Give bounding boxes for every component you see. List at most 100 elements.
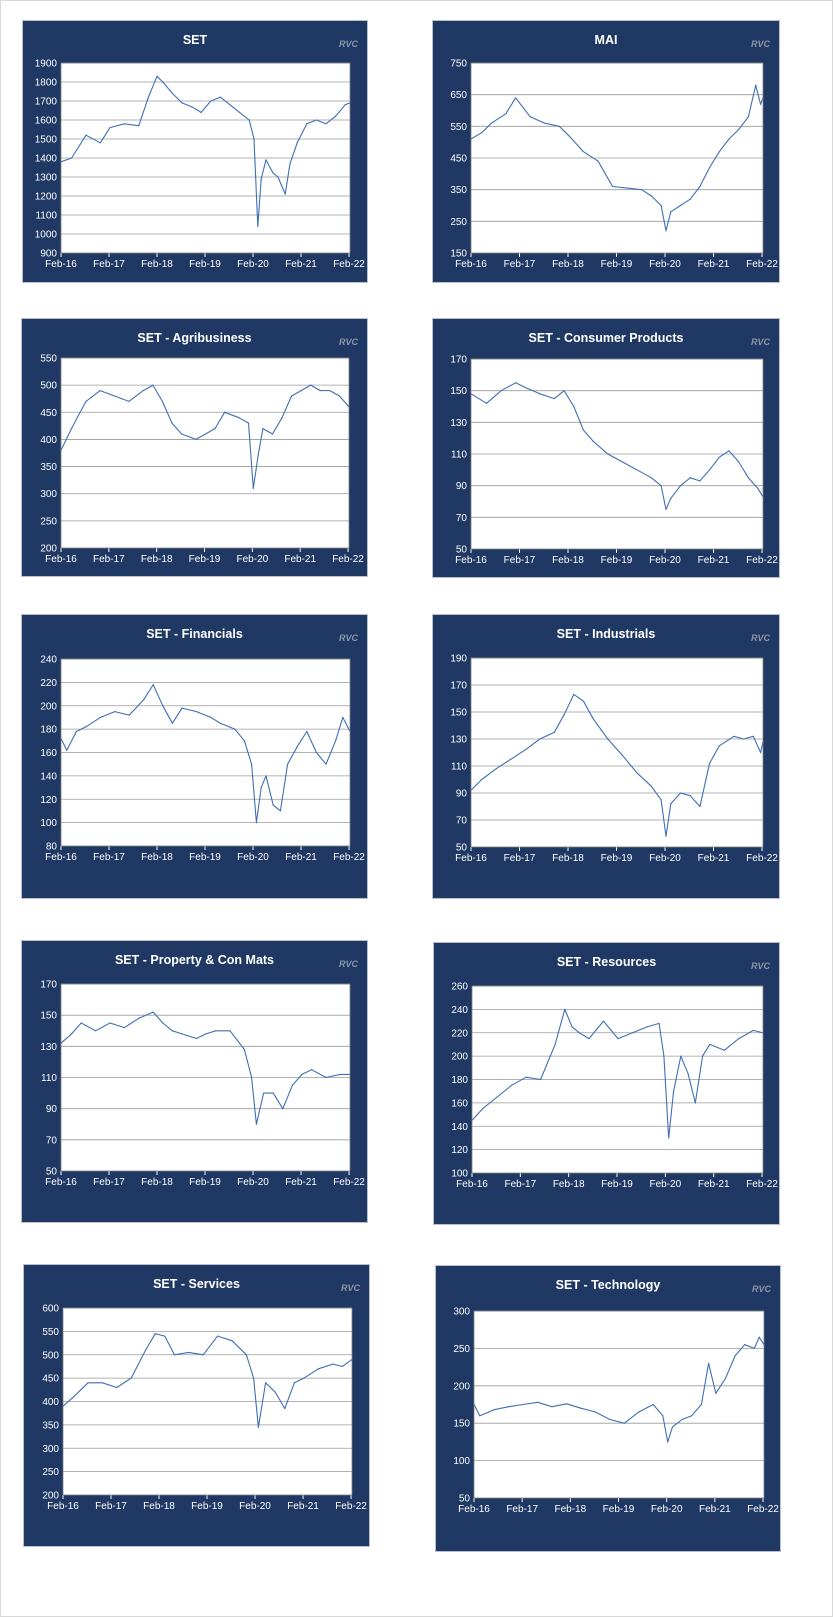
plot-area bbox=[61, 358, 349, 548]
data-point bbox=[568, 135, 570, 137]
x-tick-label: Feb-20 bbox=[650, 1179, 682, 1190]
x-tick-label: Feb-21 bbox=[284, 554, 316, 565]
data-point bbox=[257, 225, 259, 227]
data-point bbox=[315, 119, 317, 121]
data-point bbox=[658, 1022, 660, 1024]
y-tick-label: 750 bbox=[450, 59, 467, 70]
data-point bbox=[114, 710, 116, 713]
y-tick-label: 110 bbox=[451, 450, 467, 461]
data-point bbox=[210, 100, 212, 102]
data-point bbox=[255, 1123, 257, 1125]
data-point bbox=[663, 1055, 665, 1057]
credit-label: RVC bbox=[340, 1283, 360, 1293]
x-tick-label: Feb-21 bbox=[287, 1501, 319, 1512]
data-point bbox=[265, 775, 267, 777]
data-point bbox=[679, 792, 682, 794]
data-point bbox=[728, 450, 730, 452]
data-point bbox=[650, 785, 653, 787]
y-tick-label: 1400 bbox=[35, 154, 58, 165]
data-point bbox=[668, 1137, 670, 1139]
data-point bbox=[617, 1037, 619, 1040]
y-tick-label: 160 bbox=[451, 1098, 468, 1109]
x-tick-label: Feb-21 bbox=[285, 1177, 317, 1188]
y-tick-label: 300 bbox=[42, 1444, 59, 1455]
x-tick-label: Feb-18 bbox=[141, 554, 173, 565]
data-point bbox=[670, 803, 672, 805]
y-tick-label: 600 bbox=[42, 1304, 59, 1315]
data-point bbox=[544, 122, 546, 124]
x-tick-label: Feb-22 bbox=[332, 554, 364, 565]
x-tick-label: Feb-21 bbox=[698, 1179, 730, 1190]
chart-title: SET - Financials bbox=[146, 627, 243, 641]
data-point bbox=[660, 485, 662, 487]
data-point bbox=[142, 389, 144, 392]
data-point bbox=[138, 1017, 140, 1019]
data-point bbox=[101, 1382, 103, 1384]
data-point bbox=[689, 198, 691, 200]
x-tick-label: Feb-18 bbox=[553, 1179, 585, 1190]
data-point bbox=[152, 384, 154, 386]
y-tick-label: 150 bbox=[450, 249, 467, 260]
data-point bbox=[72, 1396, 75, 1398]
data-point bbox=[582, 429, 585, 431]
x-tick-label: Feb-22 bbox=[746, 853, 778, 864]
data-point bbox=[554, 1043, 556, 1046]
y-tick-label: 70 bbox=[46, 1135, 58, 1146]
y-tick-label: 550 bbox=[450, 122, 467, 133]
chart-panel: SET - Industrials RVC 50 70 90 110 130 150 170 19… bbox=[432, 614, 780, 899]
data-point bbox=[724, 1377, 727, 1379]
y-tick-label: 50 bbox=[456, 843, 468, 854]
data-point bbox=[317, 1368, 319, 1370]
chart-svg: 900 1000 1100 1200 1300 1400 1500 1600 1700 1800 1… bbox=[35, 59, 366, 271]
data-point bbox=[282, 1108, 284, 1110]
data-point bbox=[718, 151, 720, 153]
y-tick-label: 650 bbox=[450, 90, 467, 101]
data-point bbox=[699, 185, 701, 188]
data-point bbox=[156, 75, 158, 77]
data-point bbox=[234, 728, 236, 730]
data-point bbox=[563, 714, 565, 716]
data-point bbox=[708, 1362, 710, 1364]
data-point bbox=[563, 390, 565, 392]
data-point bbox=[667, 1441, 669, 1443]
y-tick-label: 140 bbox=[451, 1122, 468, 1133]
data-point bbox=[214, 1030, 217, 1032]
x-tick-label: Feb-17 bbox=[506, 1504, 538, 1515]
x-tick-label: Feb-18 bbox=[552, 259, 584, 270]
data-point bbox=[573, 405, 575, 408]
chart-title: SET - Technology bbox=[555, 1278, 661, 1292]
chart-svg: 50 70 90 110 130 150 170 Feb-16 Feb-17 Feb-18 Feb-… bbox=[40, 980, 365, 1189]
data-point bbox=[744, 1344, 746, 1346]
data-point bbox=[565, 1403, 568, 1405]
y-tick-label: 130 bbox=[450, 735, 467, 746]
y-tick-label: 180 bbox=[40, 725, 57, 736]
data-point bbox=[344, 104, 346, 106]
data-point bbox=[334, 115, 337, 117]
data-point bbox=[718, 456, 720, 458]
data-point bbox=[551, 1406, 553, 1408]
y-tick-label: 200 bbox=[451, 1052, 468, 1063]
series-line bbox=[60, 75, 351, 227]
y-tick-label: 350 bbox=[42, 1420, 59, 1431]
data-point bbox=[310, 1069, 313, 1071]
data-point bbox=[255, 822, 257, 824]
data-point bbox=[99, 389, 101, 392]
x-tick-label: Feb-21 bbox=[285, 852, 317, 863]
data-point bbox=[490, 122, 492, 124]
data-point bbox=[588, 1037, 590, 1040]
y-tick-label: 100 bbox=[453, 1456, 470, 1467]
y-tick-label: 180 bbox=[451, 1075, 468, 1086]
data-point bbox=[325, 1076, 327, 1079]
y-tick-label: 1100 bbox=[35, 211, 57, 222]
y-tick-label: 240 bbox=[451, 1005, 468, 1016]
data-point bbox=[582, 700, 585, 702]
data-point bbox=[571, 1026, 573, 1028]
y-tick-label: 120 bbox=[40, 795, 57, 806]
data-point bbox=[539, 393, 541, 395]
y-tick-label: 1500 bbox=[35, 135, 58, 146]
data-point bbox=[687, 1073, 689, 1075]
data-point bbox=[243, 740, 245, 742]
data-point bbox=[493, 1409, 495, 1411]
x-tick-label: Feb-19 bbox=[189, 1177, 221, 1188]
data-point bbox=[247, 422, 250, 424]
